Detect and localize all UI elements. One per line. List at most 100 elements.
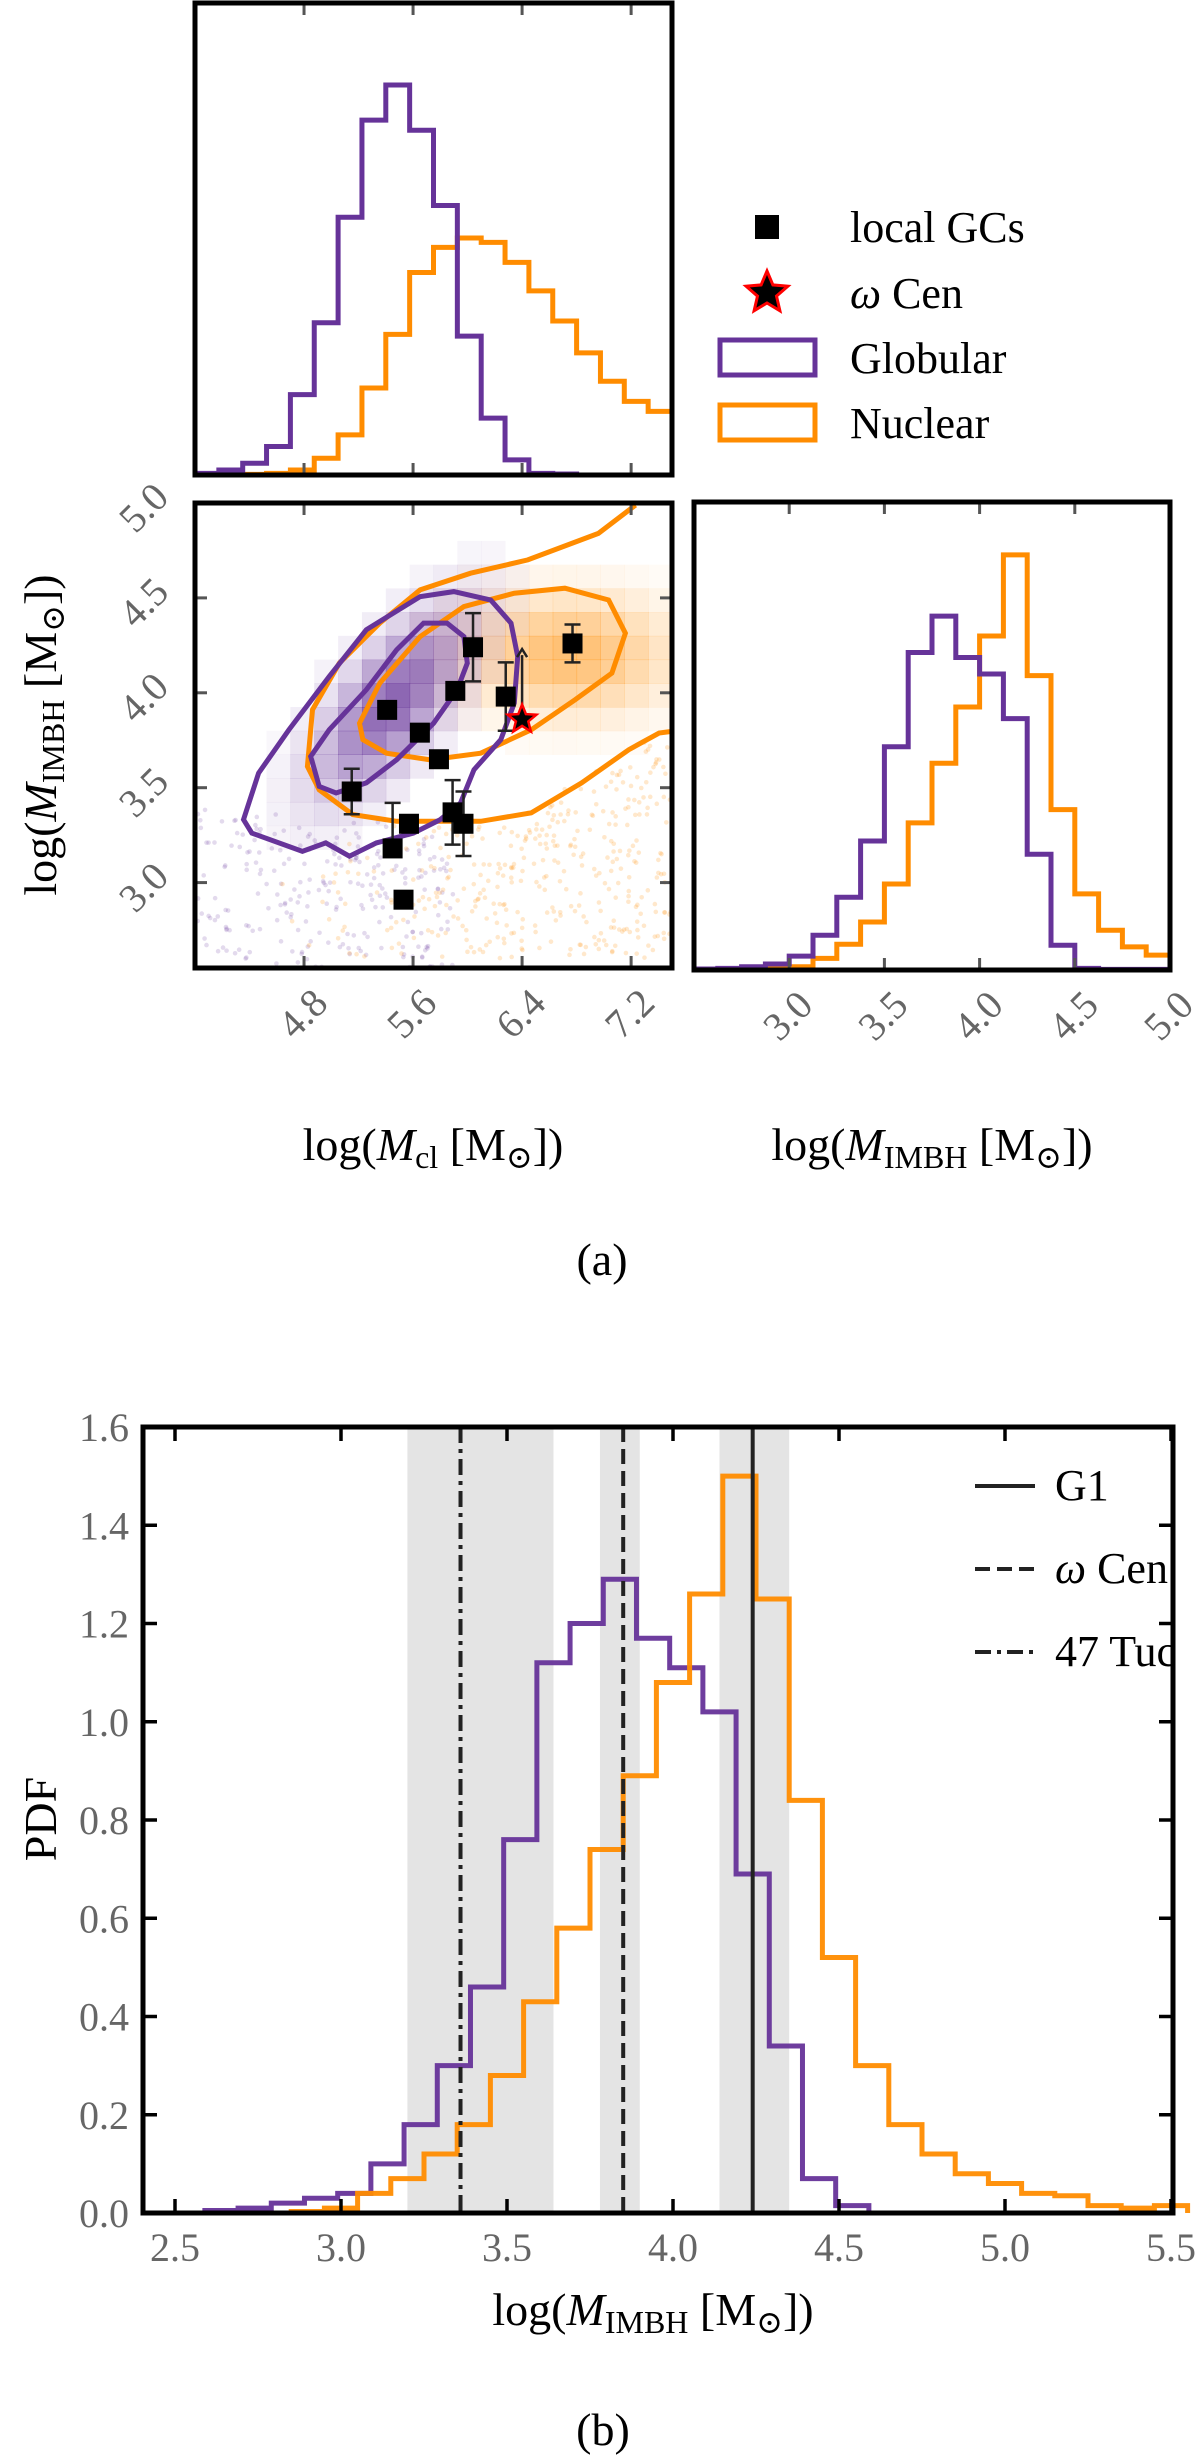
sample-point	[339, 863, 344, 868]
sample-point	[365, 934, 370, 940]
sample-point	[333, 871, 338, 877]
y-tick-label: 1.0	[79, 1700, 129, 1745]
sample-point	[621, 927, 627, 932]
sample-point	[508, 843, 514, 849]
sample-point	[431, 868, 437, 873]
sample-point	[578, 854, 584, 860]
sample-point	[306, 890, 311, 895]
legend-label-nuclear: Nuclear	[850, 399, 990, 448]
sample-point	[647, 743, 653, 749]
legend-b: G1 ω Cen 47 Tuc	[975, 1461, 1176, 1676]
sample-point	[375, 848, 381, 854]
density-cell	[576, 730, 601, 755]
density-cell	[266, 801, 291, 827]
sample-point	[445, 876, 450, 881]
sample-point	[423, 835, 429, 840]
sample-point	[274, 917, 280, 923]
sample-point	[634, 774, 640, 780]
sample-point	[445, 927, 451, 932]
density-cell	[314, 801, 339, 827]
sample-point	[379, 945, 384, 951]
sample-point	[354, 855, 359, 861]
sample-point	[632, 858, 637, 864]
density-cell	[457, 707, 482, 732]
sample-point	[509, 880, 515, 885]
density-cell	[385, 778, 411, 803]
sample-point	[282, 902, 288, 907]
sample-point	[305, 944, 311, 949]
sample-point	[461, 886, 467, 891]
sample-point	[362, 930, 367, 936]
sample-point	[663, 820, 669, 825]
sample-point	[401, 954, 406, 960]
sample-point	[280, 881, 285, 887]
sample-point	[614, 856, 620, 862]
sample-point	[590, 813, 596, 818]
sample-point	[625, 822, 630, 828]
sample-point	[638, 911, 643, 917]
sample-point	[437, 900, 443, 905]
sample-point	[352, 857, 358, 863]
sample-point	[557, 878, 563, 884]
y-tick-label: 4.0	[110, 664, 177, 731]
sample-point	[297, 894, 302, 899]
sample-point	[555, 843, 560, 848]
sample-point	[656, 870, 661, 876]
sample-point	[320, 874, 326, 879]
density-cell	[505, 564, 530, 589]
sample-point	[433, 890, 439, 896]
sample-point	[545, 810, 551, 816]
sample-point	[611, 918, 617, 924]
sample-point	[204, 942, 209, 948]
density-cell	[433, 635, 458, 661]
sample-point	[223, 924, 229, 930]
sample-point	[503, 907, 509, 912]
sample-point	[602, 880, 608, 886]
sample-point	[266, 905, 271, 911]
legend-a: local GCs ω Cen Globular Nuclear	[717, 203, 1025, 448]
sample-point	[591, 789, 597, 794]
sample-point	[289, 911, 294, 917]
sample-point	[335, 890, 341, 895]
sample-point	[441, 865, 447, 871]
sample-point	[610, 770, 615, 776]
sample-point	[427, 857, 433, 862]
sample-point	[613, 814, 618, 819]
sample-point	[426, 896, 432, 902]
sample-point	[320, 899, 325, 905]
density-cell	[481, 540, 506, 566]
sample-point	[435, 933, 441, 938]
histogram-nuclear	[158, 1473, 1191, 2216]
sample-point	[332, 851, 337, 857]
sample-point	[614, 772, 620, 778]
sample-point	[393, 919, 399, 925]
sample-point	[597, 870, 602, 876]
sample-point	[578, 786, 584, 792]
sample-point	[199, 911, 205, 916]
legend-label-47-tuc: 47 Tuc	[1055, 1627, 1176, 1676]
sample-point	[224, 926, 229, 932]
sample-point	[305, 834, 311, 839]
sample-point	[612, 943, 618, 949]
sample-point	[308, 939, 313, 944]
sample-point	[377, 893, 383, 899]
sample-point	[504, 923, 509, 928]
sample-point	[502, 940, 507, 946]
sample-point	[624, 926, 630, 932]
sample-point	[400, 944, 406, 950]
sample-point	[425, 946, 430, 951]
sample-point	[548, 939, 554, 944]
sample-point	[220, 945, 226, 950]
sample-point	[275, 892, 280, 897]
x-tick-label: 7.2	[596, 980, 663, 1047]
sample-point	[518, 878, 524, 884]
sample-point	[664, 745, 670, 750]
sample-point	[439, 857, 445, 862]
sample-point	[411, 935, 417, 941]
sample-point	[463, 927, 469, 933]
sample-point	[480, 949, 486, 955]
sample-point	[551, 833, 557, 838]
sample-point	[351, 933, 357, 938]
sample-point	[358, 948, 364, 954]
sample-point	[611, 925, 617, 930]
